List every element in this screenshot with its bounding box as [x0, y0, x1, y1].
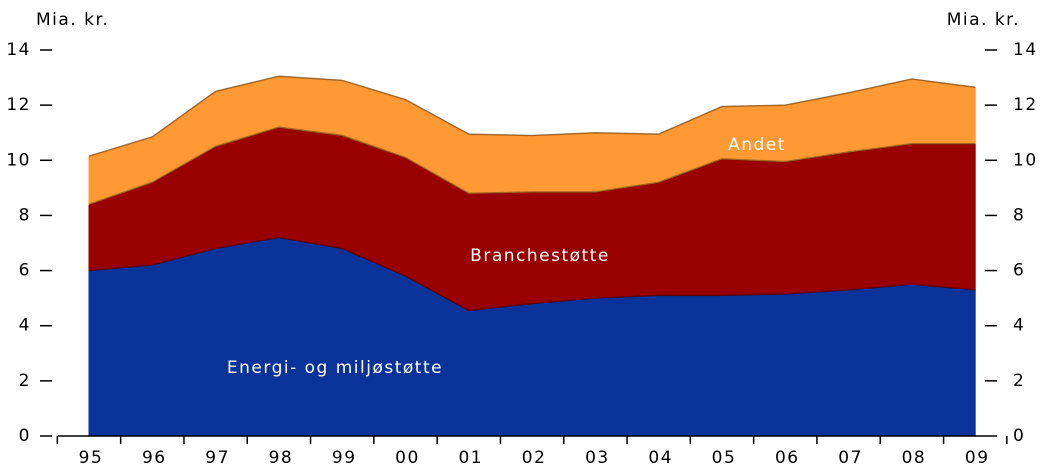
x-tick-label: 95 [79, 448, 104, 466]
x-tick-label: 99 [332, 448, 357, 466]
y-tick-label: 14 [6, 40, 31, 60]
y2-tick-label: 4 [1013, 316, 1025, 336]
area-edge [88, 126, 976, 206]
x-tick-label: 04 [648, 448, 673, 466]
y2-tick-label: 8 [1013, 205, 1025, 225]
x-tick-label: 02 [522, 448, 547, 466]
y2-tick-label: 14 [1013, 40, 1038, 60]
x-tick-label: 06 [775, 448, 800, 466]
y2-tick-label: 2 [1013, 371, 1025, 391]
y-tick-label: 8 [19, 205, 31, 225]
series-label: Energi- og miljøstøtte [227, 358, 443, 378]
x-tick-label: 07 [838, 448, 863, 466]
y-tick-label: 6 [19, 261, 31, 281]
y2-tick-label: 0 [1013, 426, 1025, 446]
area-edge [88, 236, 976, 312]
series-label: Branchestøtte [470, 246, 610, 266]
area [88, 75, 976, 206]
y2-tick-label: 6 [1013, 261, 1025, 281]
y-tick-label: 10 [6, 150, 31, 170]
x-tick-label: 98 [269, 448, 294, 466]
y2-tick-label: 12 [1013, 95, 1038, 115]
y-tick-label: 2 [19, 371, 31, 391]
y2-tick-label: 10 [1013, 150, 1038, 170]
x-tick-label: 08 [902, 448, 927, 466]
y2-axis-label: Mia. kr. [947, 10, 1020, 30]
y-tick-label: 0 [19, 426, 31, 446]
x-tick-label: 97 [205, 448, 230, 466]
x-tick-label: 05 [712, 448, 737, 466]
x-tick-label: 96 [142, 448, 167, 466]
y-axis-label: Mia. kr. [36, 10, 109, 30]
x-tick-label: 03 [585, 448, 610, 466]
y-tick-label: 4 [19, 316, 31, 336]
y-tick-label: 12 [6, 95, 31, 115]
x-tick-label: 01 [458, 448, 483, 466]
series-label: Andet [728, 135, 786, 155]
x-tick-label: 00 [395, 448, 420, 466]
area-edge [88, 75, 976, 157]
x-tick-label: 09 [965, 448, 990, 466]
